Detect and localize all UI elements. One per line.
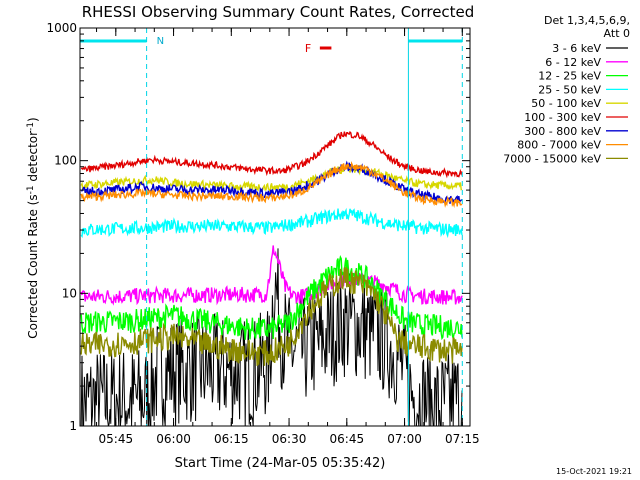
- footer-date: 15-Oct-2021 19:21: [556, 467, 632, 476]
- y-tick-label: 1000: [46, 21, 77, 35]
- series-line-5: [80, 130, 463, 179]
- x-tick-label: 06:00: [156, 432, 191, 446]
- legend-label-2: 12 - 25 keV: [538, 70, 601, 83]
- legend-header-line2: Att 0: [604, 27, 630, 40]
- legend-label-1: 6 - 12 keV: [545, 56, 601, 69]
- x-tick-label: 07:15: [445, 432, 480, 446]
- series-line-8: [80, 266, 463, 367]
- x-tick-label: 06:45: [330, 432, 365, 446]
- y-tick-label: 10: [62, 286, 77, 300]
- series-line-1: [80, 245, 463, 306]
- x-axis-label: Start Time (24-Mar-05 05:35:42): [175, 456, 386, 471]
- night-label: N: [157, 36, 164, 47]
- x-tick-label: 06:15: [214, 432, 249, 446]
- y-tick-label: 100: [54, 154, 77, 168]
- series-line-2: [80, 255, 463, 341]
- legend-label-3: 25 - 50 keV: [538, 83, 601, 96]
- legend-label-0: 3 - 6 keV: [552, 42, 601, 55]
- series-line-4: [80, 164, 463, 194]
- legend-label-8: 7000 - 15000 keV: [503, 152, 601, 165]
- legend-label-4: 50 - 100 keV: [531, 97, 601, 110]
- y-axis-label: Corrected Count Rate (s-1 detector-1): [26, 117, 40, 338]
- x-tick-label: 07:00: [387, 432, 422, 446]
- series-line-7: [80, 161, 463, 209]
- legend-header-line1: Det 1,3,4,5,6,9,: [544, 14, 630, 27]
- series-line-3: [80, 207, 463, 239]
- flare-label: F: [305, 42, 311, 55]
- legend-label-5: 100 - 300 keV: [524, 111, 601, 124]
- plot-frame: [79, 27, 471, 427]
- y-tick-label: 1: [69, 419, 77, 433]
- x-tick-label: 05:45: [99, 432, 134, 446]
- chart-title: RHESSI Observing Summary Count Rates, Co…: [82, 3, 475, 21]
- x-tick-label: 06:30: [272, 432, 307, 446]
- legend-label-6: 300 - 800 keV: [524, 125, 601, 138]
- legend-label-7: 800 - 7000 keV: [517, 139, 601, 152]
